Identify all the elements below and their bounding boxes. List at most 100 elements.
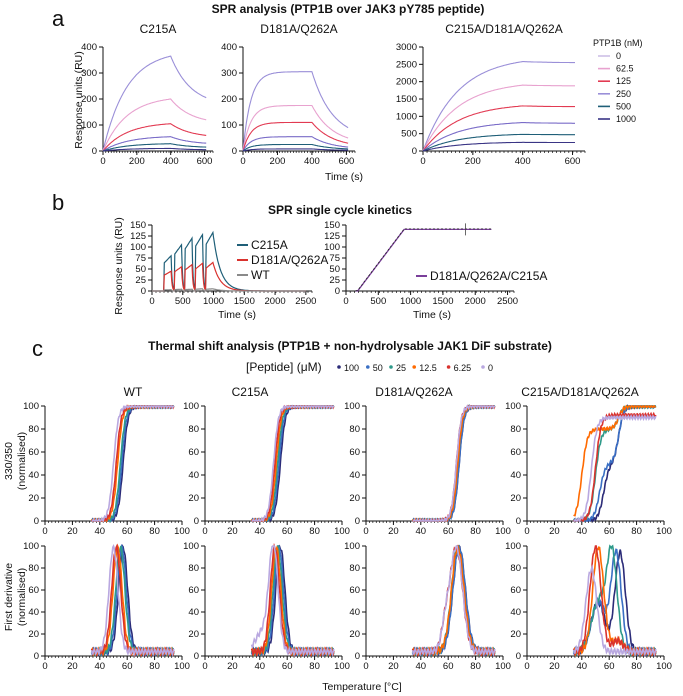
chart-b-right-x-tick-label: 1000: [400, 296, 421, 307]
chart-c-x-tick-label: 0: [42, 526, 47, 537]
chart-a-y-tick-label: 300: [221, 68, 237, 79]
chart-a-x-tick-label: 400: [163, 156, 179, 167]
chart-c-y-tick-label: 0: [194, 651, 199, 662]
chart-a-title: C215A: [140, 22, 177, 36]
chart-c-y-tick-label: 100: [23, 541, 39, 552]
chart-c-y-tick-label: 80: [349, 563, 360, 574]
legend-a-label: 500: [616, 101, 631, 111]
chart-b-right-y-tick-label: 25: [329, 275, 340, 286]
panel-c-ylabel-top-1: 330/350: [3, 442, 15, 480]
chart-a-series-62.5: [242, 143, 349, 152]
chart-b-left-y-tick-label: 50: [135, 264, 146, 275]
panel-c-column-triple: C215A/D181A/Q262A: [521, 385, 638, 399]
panel-c-column-d181a-q262a: D181A/Q262A: [375, 385, 452, 399]
chart-b-right-y-tick-label: 0: [335, 286, 340, 297]
chart-b-right-y-tick-label: 75: [329, 253, 340, 264]
panel-b-xlabel-right: Time (s): [413, 309, 451, 321]
chart-c-melt: 0 20 40 60 80 100 0 20 40 60 80 100: [183, 401, 350, 537]
chart-b-fit: [355, 228, 492, 291]
chart-c-x-tick-label: 20: [388, 661, 399, 672]
chart-a-series-1000: [242, 71, 349, 152]
panel-b-letter: b: [52, 190, 64, 215]
chart-c-y-tick-label: 80: [349, 424, 360, 435]
chart-a-x-tick-label: 200: [129, 156, 145, 167]
legend-c-dot: [481, 365, 485, 369]
chart-c-x-tick-label: 40: [95, 526, 106, 537]
legend-b-label: C215A: [251, 238, 288, 252]
legend-c-dot: [337, 365, 341, 369]
chart-c-y-tick-label: 0: [34, 516, 39, 527]
chart-a-y-tick-label: 0: [232, 146, 237, 157]
chart-b-right-x-tick-label: 0: [343, 296, 348, 307]
chart-c-y-tick-label: 0: [34, 651, 39, 662]
chart-c-x-tick-label: 60: [604, 661, 615, 672]
chart-b-left-y-tick-label: 150: [130, 220, 146, 231]
chart-a-x-tick-label: 600: [338, 156, 354, 167]
chart-c-x-tick-label: 20: [67, 526, 78, 537]
chart-c-y-tick-label: 80: [510, 563, 521, 574]
chart-c-y-tick-label: 40: [188, 470, 199, 481]
chart-b-right-y-tick-label: 125: [324, 231, 340, 242]
chart-b-left-y-tick-label: 75: [135, 253, 146, 264]
chart-c-series-0: [90, 544, 175, 657]
chart-a-y-tick-label: 2000: [396, 77, 417, 88]
legend-c-dot: [412, 365, 417, 369]
panel-c-column-wt: WT: [124, 385, 143, 399]
chart-c-y-tick-label: 80: [188, 424, 199, 435]
chart-c-derivative: 0 20 40 60 80 100 0 20 40 60 80 100: [344, 541, 511, 672]
chart-c-y-tick-label: 100: [183, 401, 199, 412]
panel-a-letter: a: [52, 6, 65, 31]
chart-a-series-0: [242, 148, 349, 152]
legend-c-label: 12.5: [419, 363, 437, 373]
panel-c-title: Thermal shift analysis (PTP1B + non-hydr…: [148, 339, 552, 353]
chart-b-right-x-tick-label: 2000: [465, 296, 486, 307]
panel-a-legend-title: PTP1B (nM): [593, 38, 643, 48]
chart-c-y-tick-label: 60: [28, 447, 39, 458]
chart-c-x-tick-label: 0: [363, 661, 368, 672]
chart-a-series-125: [422, 122, 575, 152]
chart-c-y-tick-label: 0: [516, 516, 521, 527]
chart-b-left-x-tick-label: 0: [149, 296, 154, 307]
chart-a-series-250: [102, 123, 207, 152]
chart-c-y-tick-label: 100: [505, 541, 521, 552]
chart-c-x-tick-label: 80: [631, 661, 642, 672]
chart-c-x-tick-label: 40: [416, 661, 427, 672]
chart-a-y-tick-label: 200: [221, 94, 237, 105]
chart-c-x-tick-label: 80: [309, 526, 320, 537]
chart-c-derivative: 0 20 40 60 80 100 0 20 40 60 80 100: [505, 541, 672, 672]
chart-c-x-tick-label: 20: [227, 661, 238, 672]
chart-b-left-x-tick-label: 2000: [265, 296, 286, 307]
chart-a-x-tick-label: 0: [240, 156, 245, 167]
chart-c-x-tick-label: 80: [149, 526, 160, 537]
chart-c-x-tick-label: 100: [656, 661, 672, 672]
chart-c-x-tick-label: 40: [416, 526, 427, 537]
chart-c-y-tick-label: 60: [510, 447, 521, 458]
chart-c-x-tick-label: 100: [334, 526, 350, 537]
chart-a-x-tick-label: 400: [304, 156, 320, 167]
chart-c-y-tick-label: 0: [355, 651, 360, 662]
chart-c-y-tick-label: 100: [344, 401, 360, 412]
chart-c-series-0: [572, 564, 657, 657]
chart-c-y-tick-label: 20: [28, 629, 39, 640]
chart-c-y-tick-label: 40: [510, 607, 521, 618]
chart-c-x-tick-label: 60: [282, 661, 293, 672]
panel-c-column-c215a: C215A: [232, 385, 269, 399]
chart-a-series-125: [102, 136, 207, 152]
chart-c-x-tick-label: 80: [470, 526, 481, 537]
chart-c-y-tick-label: 60: [188, 585, 199, 596]
chart-c-melt: 0 20 40 60 80 100 0 20 40 60 80 100: [505, 401, 672, 537]
chart-c-x-tick-label: 100: [495, 661, 511, 672]
chart-a-series-62.5: [102, 143, 207, 152]
chart-c-series-12.5: [411, 544, 496, 657]
chart-c-x-tick-label: 40: [255, 661, 266, 672]
chart-a-x-tick-label: 400: [515, 156, 531, 167]
chart-a-y-tick-label: 100: [221, 120, 237, 131]
chart-a-y-tick-label: 100: [81, 120, 97, 131]
chart-c-x-tick-label: 60: [443, 661, 454, 672]
chart-a-series-500: [242, 104, 349, 152]
chart-c-y-tick-label: 40: [349, 607, 360, 618]
legend-c-label: 6.25: [454, 363, 472, 373]
legend-a-label: 250: [616, 89, 631, 99]
chart-c-x-tick-label: 80: [631, 526, 642, 537]
